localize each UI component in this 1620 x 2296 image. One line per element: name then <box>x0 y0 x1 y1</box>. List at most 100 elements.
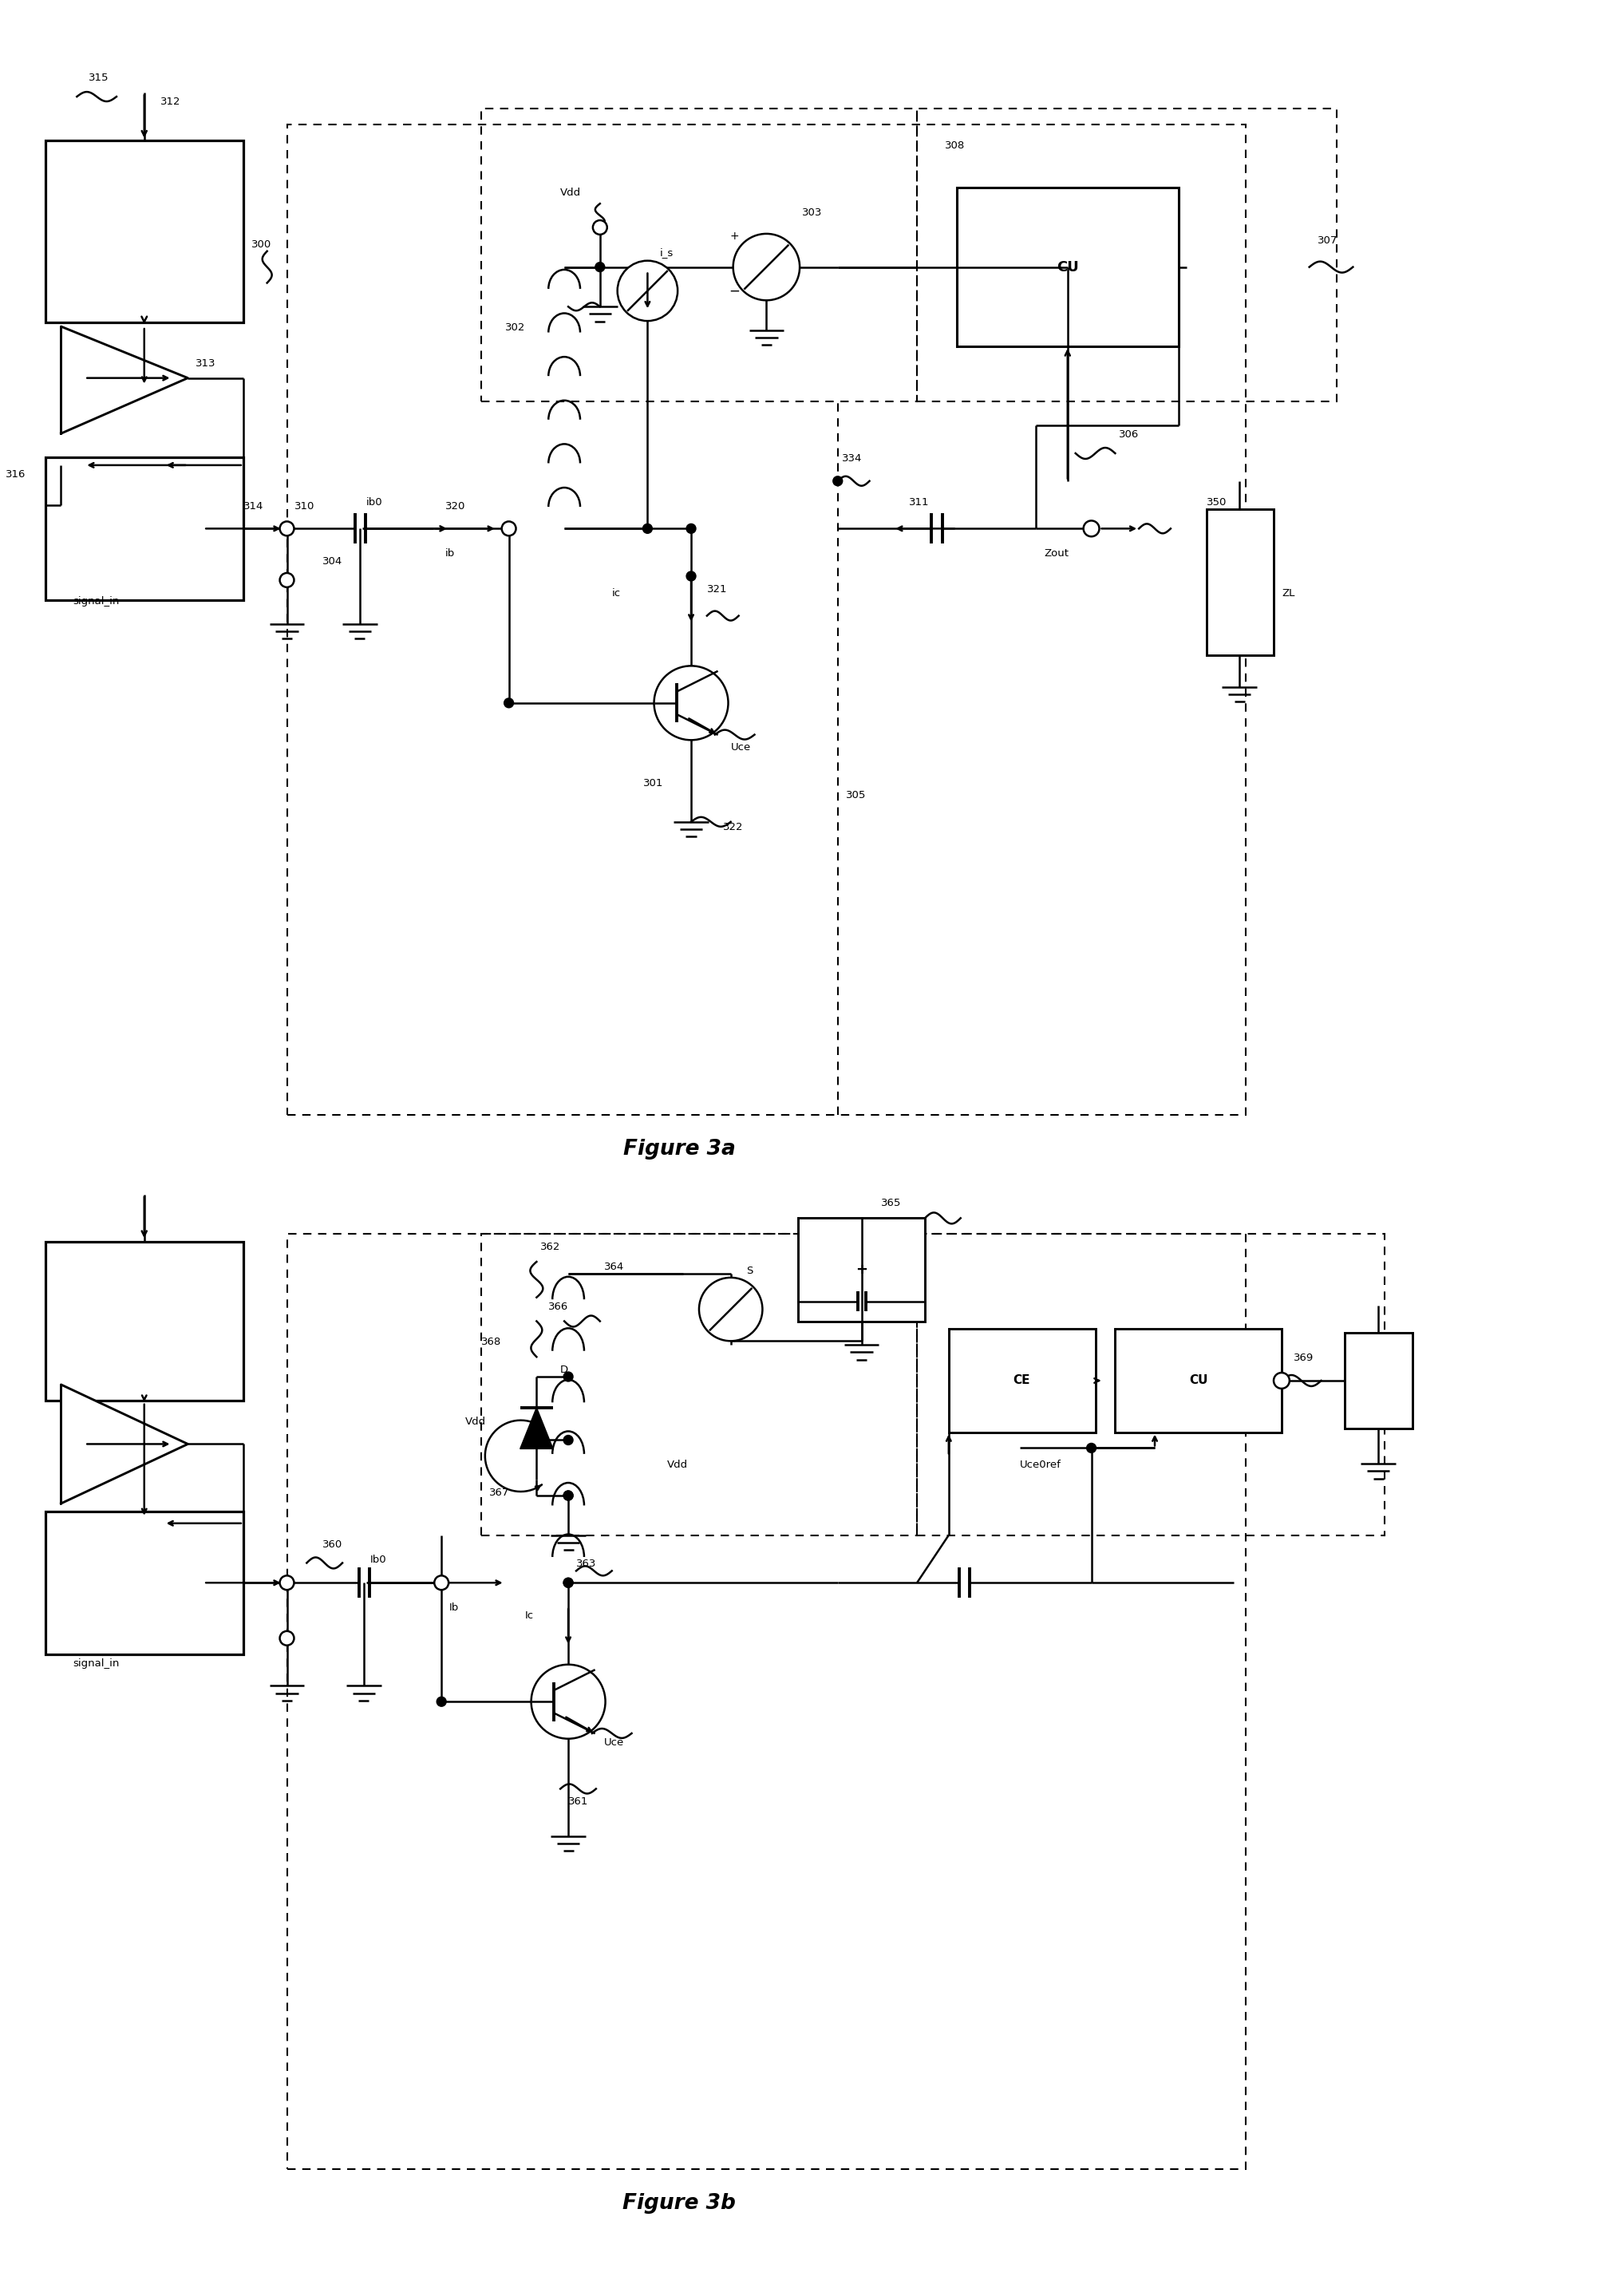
Text: +: + <box>855 1263 867 1277</box>
Text: 366: 366 <box>548 1302 569 1311</box>
Circle shape <box>502 521 515 535</box>
Circle shape <box>564 1373 573 1382</box>
Text: 322: 322 <box>723 822 744 831</box>
Bar <box>797 1219 925 1320</box>
Text: 334: 334 <box>841 452 862 464</box>
Text: Figure 3b: Figure 3b <box>622 2193 735 2213</box>
Text: Ib: Ib <box>449 1603 458 1612</box>
Text: Uce: Uce <box>604 1738 624 1747</box>
Text: 305: 305 <box>846 790 865 801</box>
Text: Zout: Zout <box>1043 549 1068 558</box>
Bar <box>948 1329 1095 1433</box>
Bar <box>956 188 1178 347</box>
Text: CU: CU <box>1189 1375 1207 1387</box>
Bar <box>1115 1329 1281 1433</box>
Text: Vdd: Vdd <box>561 188 582 197</box>
Text: CU: CU <box>1056 259 1079 273</box>
Text: 350: 350 <box>1205 496 1226 507</box>
Polygon shape <box>62 326 188 434</box>
Text: CE: CE <box>1012 1375 1030 1387</box>
Text: 368: 368 <box>481 1336 501 1348</box>
Text: 313: 313 <box>196 358 215 367</box>
Text: Vdd: Vdd <box>465 1417 486 1426</box>
Circle shape <box>564 1490 573 1499</box>
Text: ib0: ib0 <box>366 496 382 507</box>
Text: 315: 315 <box>89 73 109 83</box>
Circle shape <box>833 475 842 487</box>
Text: signal_in: signal_in <box>73 1658 120 1669</box>
Text: 314: 314 <box>243 501 264 512</box>
Circle shape <box>595 262 604 271</box>
Text: 369: 369 <box>1293 1352 1312 1364</box>
Text: Vdd: Vdd <box>667 1460 688 1469</box>
Bar <box>481 1233 917 1536</box>
Bar <box>917 108 1336 402</box>
Text: 360: 360 <box>322 1538 342 1550</box>
Text: 300: 300 <box>251 239 271 250</box>
Circle shape <box>564 1577 573 1587</box>
Text: 312: 312 <box>160 96 180 108</box>
Text: 304: 304 <box>322 556 342 567</box>
Text: Uce0ref: Uce0ref <box>1019 1460 1061 1469</box>
Circle shape <box>698 1277 761 1341</box>
Text: 363: 363 <box>577 1559 596 1568</box>
Circle shape <box>1273 1373 1290 1389</box>
Text: ic: ic <box>612 588 620 599</box>
Bar <box>45 457 243 599</box>
Bar <box>45 1511 243 1653</box>
Text: 310: 310 <box>295 501 314 512</box>
Text: 367: 367 <box>489 1488 509 1497</box>
Text: Ic: Ic <box>525 1609 533 1621</box>
Text: 320: 320 <box>446 501 465 512</box>
Circle shape <box>531 1665 604 1738</box>
Circle shape <box>593 220 608 234</box>
Text: D: D <box>561 1364 569 1375</box>
Text: 316: 316 <box>5 468 26 480</box>
Circle shape <box>564 1490 573 1499</box>
Circle shape <box>564 1435 573 1444</box>
Bar <box>917 1233 1383 1536</box>
Bar <box>1205 510 1273 654</box>
Bar <box>481 108 917 402</box>
Bar <box>45 1242 243 1401</box>
Text: 306: 306 <box>1118 429 1139 441</box>
Polygon shape <box>520 1407 552 1449</box>
Text: 302: 302 <box>504 321 525 333</box>
Text: 308: 308 <box>944 140 964 152</box>
Text: ib: ib <box>446 549 455 558</box>
Text: 364: 364 <box>604 1263 624 1272</box>
Circle shape <box>280 574 293 588</box>
Bar <box>1345 1334 1411 1428</box>
Circle shape <box>280 1575 293 1589</box>
Circle shape <box>436 1697 446 1706</box>
Circle shape <box>434 1575 449 1589</box>
Text: Uce: Uce <box>731 742 750 753</box>
Bar <box>287 124 1246 1116</box>
Text: −: − <box>729 285 740 298</box>
Text: 307: 307 <box>1317 234 1336 246</box>
Text: 362: 362 <box>539 1242 561 1251</box>
Text: i_s: i_s <box>659 248 672 257</box>
Circle shape <box>504 698 514 707</box>
Circle shape <box>280 521 293 535</box>
Text: +: + <box>729 230 739 241</box>
Circle shape <box>685 572 695 581</box>
Polygon shape <box>62 1384 188 1504</box>
Text: S: S <box>747 1265 753 1277</box>
Circle shape <box>282 523 292 533</box>
Circle shape <box>1082 521 1098 537</box>
Circle shape <box>732 234 799 301</box>
Text: 303: 303 <box>802 207 821 218</box>
Text: ZL: ZL <box>1281 588 1294 599</box>
Text: Ib0: Ib0 <box>369 1554 387 1566</box>
Circle shape <box>564 1577 573 1587</box>
Circle shape <box>280 1630 293 1646</box>
Text: 301: 301 <box>643 778 664 788</box>
Circle shape <box>685 523 695 533</box>
Bar <box>287 1233 1246 2170</box>
Text: 311: 311 <box>909 496 928 507</box>
Circle shape <box>617 262 677 321</box>
Text: 321: 321 <box>706 583 727 595</box>
Text: signal_in: signal_in <box>73 597 120 606</box>
Circle shape <box>643 523 651 533</box>
